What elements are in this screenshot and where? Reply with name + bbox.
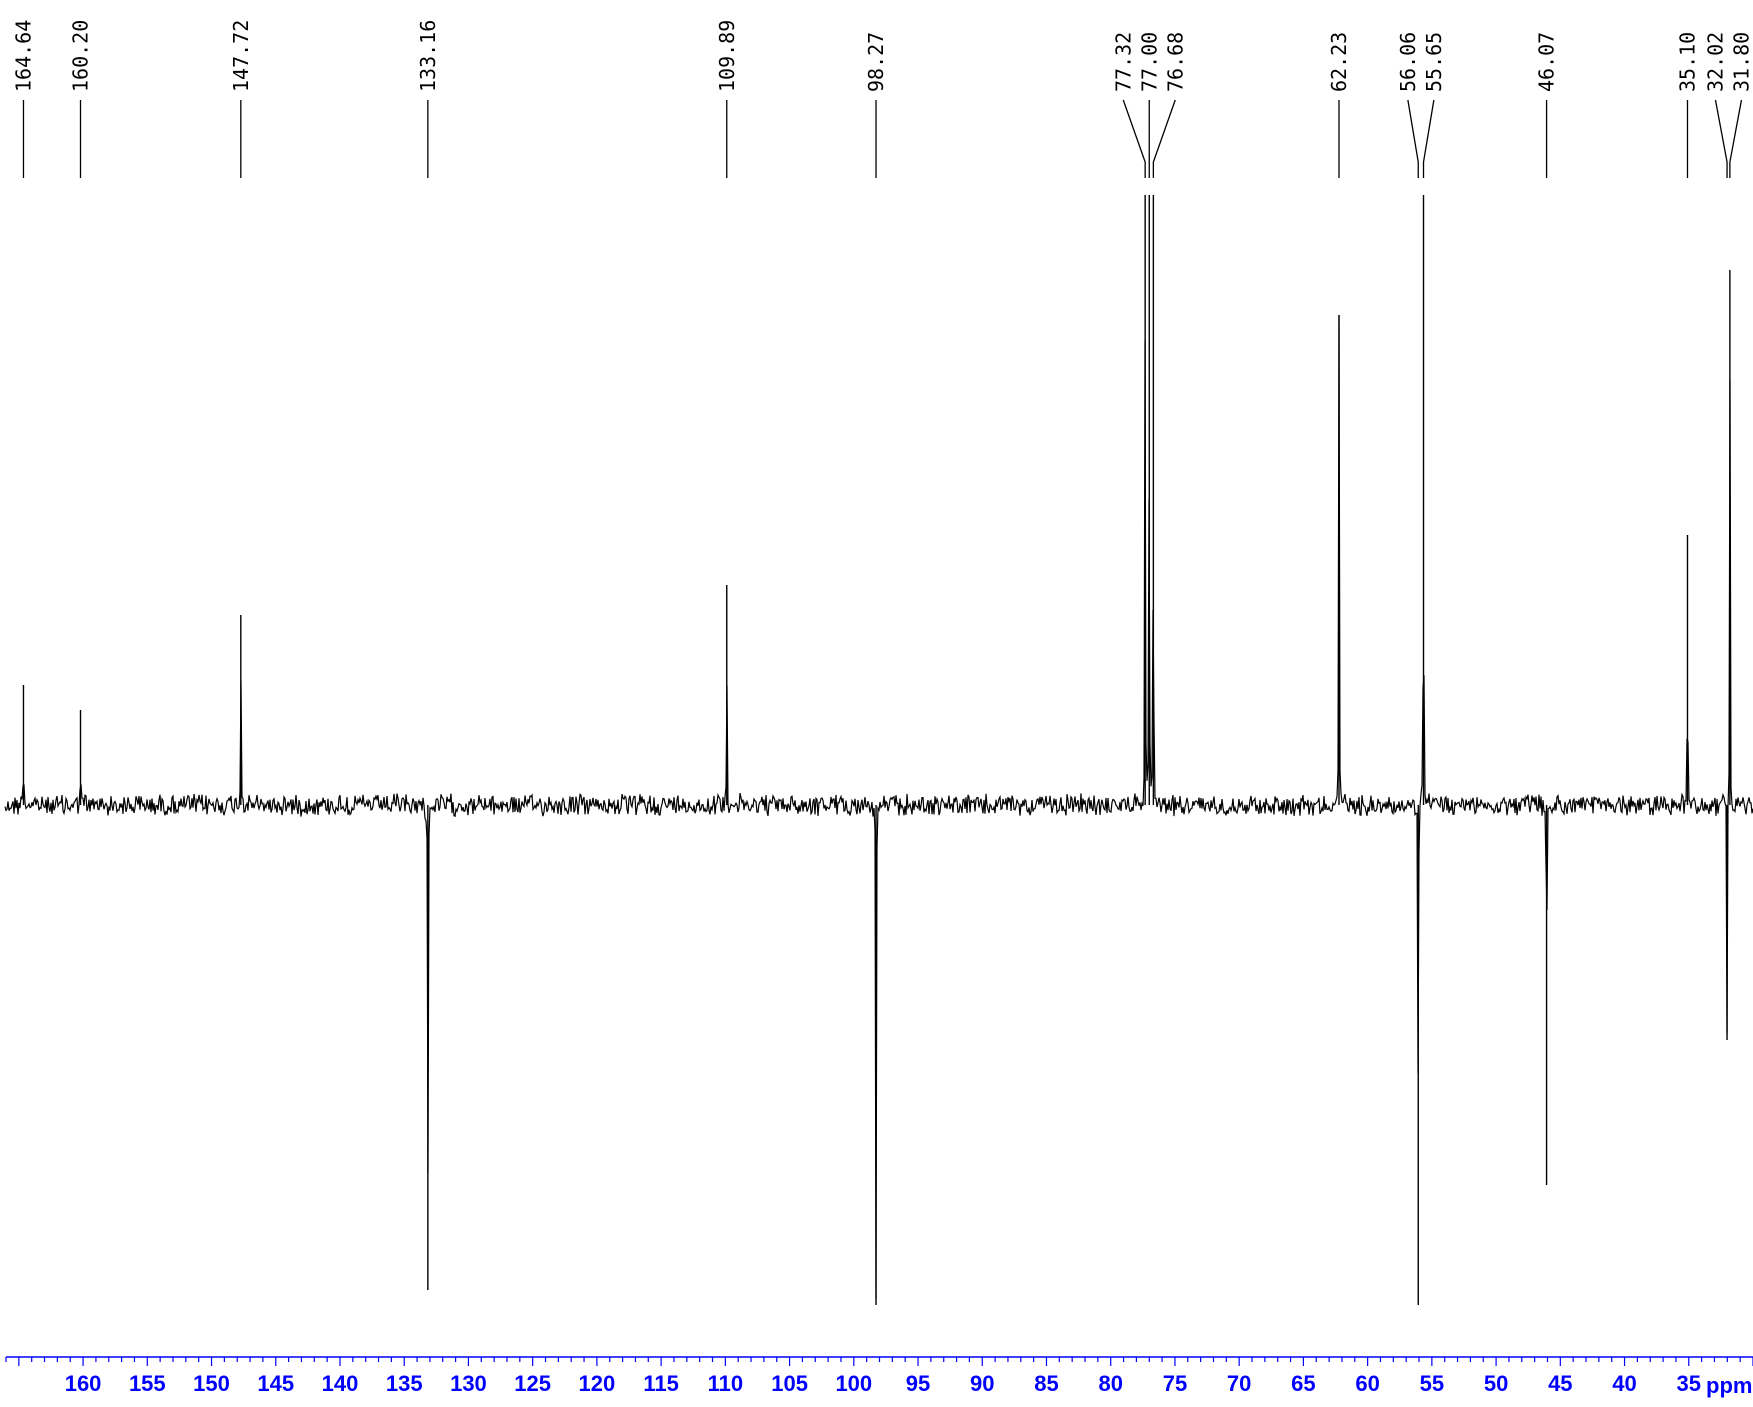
x-tick-label-125: 125 bbox=[514, 1371, 551, 1396]
x-tick-label-45: 45 bbox=[1548, 1371, 1572, 1396]
spectrum-trace-group bbox=[4, 195, 1753, 1305]
spectrum-trace bbox=[4, 315, 1753, 1299]
x-tick-label-35: 35 bbox=[1677, 1371, 1701, 1396]
peak-label-77.32: 77.32 bbox=[1111, 32, 1135, 92]
x-tick-label-150: 150 bbox=[193, 1371, 230, 1396]
x-tick-label-110: 110 bbox=[708, 1371, 744, 1396]
peak-marker-77.32 bbox=[1122, 99, 1146, 178]
peak-label-62.23: 62.23 bbox=[1327, 32, 1351, 92]
peak-label-109.89: 109.89 bbox=[715, 20, 739, 92]
x-tick-label-75: 75 bbox=[1163, 1371, 1187, 1396]
peak-label-55.65: 55.65 bbox=[1422, 32, 1446, 92]
peak-label-160.20: 160.20 bbox=[69, 20, 93, 92]
peak-label-98.27: 98.27 bbox=[864, 32, 888, 92]
peak-label-32.02: 32.02 bbox=[1703, 32, 1727, 92]
x-tick-label-80: 80 bbox=[1098, 1371, 1122, 1396]
x-tick-label-55: 55 bbox=[1420, 1371, 1444, 1396]
x-tick-label-120: 120 bbox=[579, 1371, 616, 1396]
x-tick-label-70: 70 bbox=[1227, 1371, 1251, 1396]
peak-marker-56.06 bbox=[1407, 99, 1419, 178]
x-tick-label-145: 145 bbox=[257, 1371, 294, 1396]
peak-label-133.16: 133.16 bbox=[416, 20, 440, 92]
x-tick-label-135: 135 bbox=[386, 1371, 423, 1396]
x-tick-label-90: 90 bbox=[970, 1371, 994, 1396]
x-tick-label-140: 140 bbox=[322, 1371, 359, 1396]
x-tick-label-40: 40 bbox=[1612, 1371, 1636, 1396]
peak-label-46.07: 46.07 bbox=[1535, 32, 1559, 92]
x-tick-label-95: 95 bbox=[906, 1371, 930, 1396]
peak-label-164.64: 164.64 bbox=[11, 20, 35, 92]
x-tick-label-65: 65 bbox=[1291, 1371, 1315, 1396]
peak-markers: 164.64 160.20 147.72 133.16 109.89 98.27 77.32… bbox=[11, 20, 1753, 178]
x-tick-label-160: 160 bbox=[65, 1371, 102, 1396]
peak-label-31.80: 31.80 bbox=[1729, 32, 1753, 92]
x-axis-unit-label: ppm bbox=[1706, 1373, 1752, 1398]
peak-marker-31.80 bbox=[1729, 99, 1743, 178]
peak-marker-55.65 bbox=[1422, 99, 1435, 178]
x-tick-label-50: 50 bbox=[1484, 1371, 1508, 1396]
peak-marker-32.02 bbox=[1714, 99, 1728, 178]
x-tick-label-115: 115 bbox=[643, 1371, 679, 1396]
x-tick-label-85: 85 bbox=[1034, 1371, 1058, 1396]
peak-label-147.72: 147.72 bbox=[229, 20, 253, 92]
peak-label-76.68: 76.68 bbox=[1163, 32, 1187, 92]
peak-label-56.06: 56.06 bbox=[1396, 32, 1420, 92]
peak-label-77.00: 77.00 bbox=[1137, 32, 1161, 92]
x-tick-label-60: 60 bbox=[1355, 1371, 1379, 1396]
peak-marker-76.68 bbox=[1152, 99, 1176, 178]
x-axis: 160 155 150 145 140 135 130 125 120 115 110 105 100 9… bbox=[5, 1356, 1753, 1398]
x-tick-label-155: 155 bbox=[129, 1371, 166, 1396]
x-tick-label-130: 130 bbox=[450, 1371, 487, 1396]
peak-label-35.10: 35.10 bbox=[1675, 32, 1699, 92]
x-tick-label-100: 100 bbox=[835, 1371, 872, 1396]
x-tick-label-105: 105 bbox=[771, 1371, 808, 1396]
